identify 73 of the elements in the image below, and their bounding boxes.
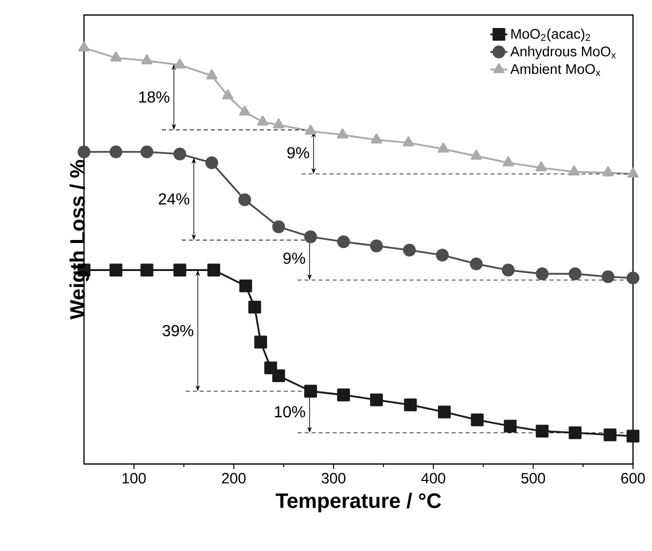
point: [436, 248, 449, 262]
legend-label: Anhydrous MoO$_{x}$: [510, 46, 616, 60]
point: [222, 89, 234, 100]
point: [248, 300, 262, 314]
x-tick-label: 100: [122, 472, 146, 484]
point: [173, 264, 186, 276]
point: [207, 264, 220, 276]
legend-label: MoO$_{2}$(acac)$_{2}$: [511, 28, 590, 42]
point: [470, 413, 484, 426]
x-tick-label: 200: [222, 472, 246, 484]
point: [206, 69, 218, 80]
x-axis-title: Temperature / °C: [276, 492, 441, 512]
annotation: 9%: [287, 147, 310, 158]
annotation: 24%: [158, 193, 190, 205]
point: [370, 394, 383, 406]
point: [602, 270, 614, 284]
point: [173, 148, 186, 160]
point: [536, 424, 549, 438]
point: [140, 264, 154, 276]
point: [604, 428, 616, 442]
point: [536, 161, 547, 172]
point: [141, 54, 153, 64]
point: [602, 166, 614, 176]
legend-label: Ambient MoO$_{x}$: [510, 64, 600, 76]
point: [239, 279, 252, 292]
point: [438, 406, 451, 418]
point: [110, 146, 122, 158]
point: [568, 426, 582, 440]
point: [370, 133, 382, 144]
point: [470, 257, 483, 270]
point: [404, 398, 417, 412]
point: [272, 118, 284, 128]
point: [304, 230, 317, 244]
point: [626, 272, 640, 284]
annotation: 39%: [162, 324, 194, 336]
point: [336, 128, 348, 138]
x-tick-label: 500: [521, 472, 546, 484]
point: [438, 142, 450, 153]
annotation: 10%: [274, 406, 306, 418]
annotation: 9%: [283, 252, 306, 264]
point: [110, 51, 122, 62]
point: [337, 388, 350, 402]
x-tick-label: 300: [322, 472, 346, 484]
point: [174, 58, 186, 69]
x-tick-label: 600: [621, 472, 645, 484]
point: [337, 235, 350, 248]
point: [254, 336, 268, 348]
point: [78, 41, 90, 52]
point: [536, 267, 549, 280]
point: [402, 136, 414, 146]
x-tick-label: 400: [421, 472, 446, 484]
point: [502, 156, 514, 166]
point: [205, 156, 218, 170]
point: [78, 146, 90, 158]
annotation: 18%: [139, 91, 170, 103]
point: [140, 146, 154, 158]
point: [568, 267, 582, 280]
point: [257, 116, 268, 126]
point: [626, 430, 640, 443]
point: [272, 220, 286, 234]
point: [504, 420, 517, 433]
point: [470, 150, 482, 160]
point: [272, 369, 286, 382]
point: [304, 124, 316, 135]
point: [403, 244, 416, 257]
point: [370, 240, 383, 252]
point: [238, 193, 252, 206]
point: [627, 168, 639, 178]
point: [568, 165, 580, 176]
point: [239, 106, 250, 116]
point: [304, 384, 317, 398]
point: [502, 264, 515, 276]
point: [110, 264, 122, 276]
